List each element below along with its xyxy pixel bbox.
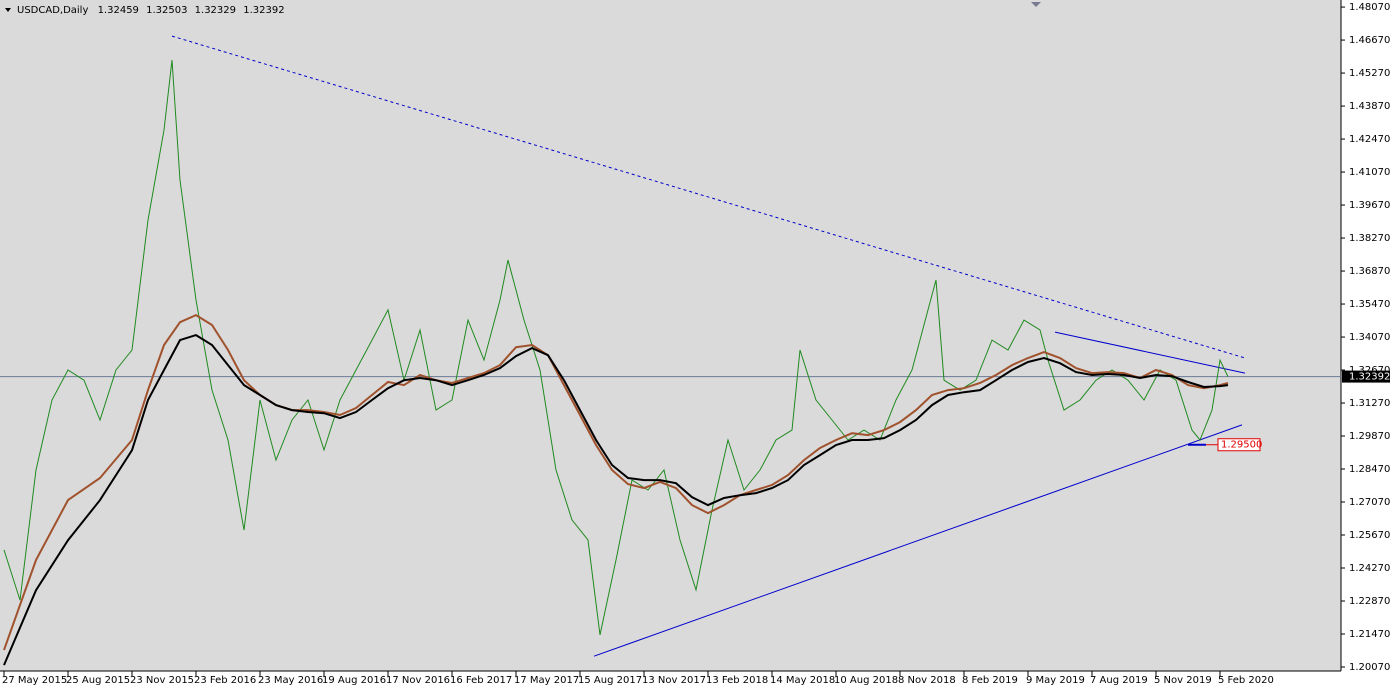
plot-area [0, 0, 1341, 671]
y-tick-label: 1.24270 [1349, 563, 1390, 574]
y-tick-label: 1.32670 [1349, 365, 1390, 376]
x-tick-label: 5 Feb 2020 [1218, 675, 1274, 686]
y-tick-label: 1.21470 [1349, 629, 1390, 640]
y-tick-label: 1.43870 [1349, 101, 1390, 112]
y-tick-label: 1.39670 [1349, 200, 1390, 211]
trend-line [1054, 331, 1246, 374]
high-price: 1.32503 [146, 5, 187, 16]
y-tick-label: 1.22870 [1349, 596, 1390, 607]
x-tick-label: 17 Nov 2016 [386, 675, 450, 686]
open-price: 1.32459 [98, 5, 139, 16]
x-tick-label: 5 Nov 2019 [1154, 675, 1212, 686]
x-tick-label: 8 Feb 2019 [962, 675, 1018, 686]
y-tick-label: 1.28470 [1349, 464, 1390, 475]
x-tick-label: 13 Nov 2017 [642, 675, 706, 686]
price-line [3, 60, 1229, 636]
current-price-box [1342, 370, 1390, 383]
x-tick-label: 14 May 2018 [770, 675, 835, 686]
y-tick-label: 1.38270 [1349, 233, 1390, 244]
y-tick-label: 1.20070 [1349, 662, 1390, 673]
y-tick-label: 1.45270 [1349, 68, 1390, 79]
x-tick-label: 25 Aug 2015 [66, 675, 130, 686]
shift-marker [1031, 2, 1041, 7]
x-tick-label: 23 Feb 2016 [194, 675, 256, 686]
level-label-box [1217, 438, 1261, 452]
symbol-title: USDCAD,Daily [17, 5, 88, 16]
price-line [3, 334, 1229, 666]
y-tick-label: 1.46670 [1349, 35, 1390, 46]
x-tick-label: 15 Aug 2017 [578, 675, 642, 686]
close-price: 1.32392 [243, 5, 284, 16]
y-tick-label: 1.35470 [1349, 299, 1390, 310]
y-tick-label: 1.42470 [1349, 134, 1390, 145]
x-tick-label: 16 Feb 2017 [450, 675, 512, 686]
y-tick-label: 1.25670 [1349, 530, 1390, 541]
y-tick-label: 1.29870 [1349, 431, 1390, 442]
x-tick-label: 10 Aug 2018 [834, 675, 898, 686]
y-tick-label: 1.48070 [1349, 2, 1390, 13]
x-tick-label: 17 May 2017 [514, 675, 579, 686]
x-tick-label: 9 May 2019 [1026, 675, 1085, 686]
y-tick-label: 1.41070 [1349, 167, 1390, 178]
x-tick-label: 19 Aug 2016 [322, 675, 386, 686]
menu-arrow[interactable] [5, 8, 11, 12]
level-label: 1.29500 [1221, 440, 1262, 451]
trend-line [171, 35, 1246, 359]
x-tick-label: 27 May 2015 [2, 675, 67, 686]
trend-line [593, 424, 1243, 657]
low-price: 1.32329 [195, 5, 236, 16]
current-price-label: 1.32392 [1349, 372, 1390, 383]
x-tick-label: 23 Nov 2015 [130, 675, 194, 686]
y-tick-label: 1.36870 [1349, 266, 1390, 277]
x-tick-label: 23 May 2016 [258, 675, 323, 686]
header: USDCAD,Daily 1.32459 1.32503 1.32329 1.3… [17, 5, 285, 16]
y-tick-label: 1.27070 [1349, 497, 1390, 508]
y-tick-label: 1.31270 [1349, 398, 1390, 409]
y-tick-label: 1.34070 [1349, 332, 1390, 343]
x-tick-label: 8 Nov 2018 [898, 675, 956, 686]
x-tick-label: 7 Aug 2019 [1090, 675, 1148, 686]
x-tick-label: 13 Feb 2018 [706, 675, 768, 686]
